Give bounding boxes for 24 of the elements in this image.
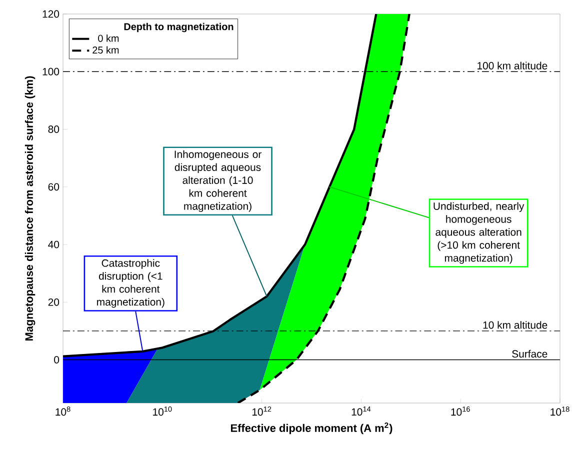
x-tick-label: 10$^{8}$ [56, 406, 70, 416]
annotation: Inhomogeneous or disrupted aqueous alteration (1-10 km coherent magnetization) [174, 150, 262, 212]
x-axis-title: Effective dipole moment (A m$^{2}$) [231, 422, 392, 434]
y-tick-label: 40 [48, 240, 60, 248]
x-tick-label: 10$^{10}$ [153, 406, 172, 416]
y-tick-label: 80 [48, 126, 60, 133]
y-tick-label: 60 [48, 183, 60, 191]
legend-label: 25 km [92, 46, 119, 54]
ref-line-label: Surface [512, 350, 548, 358]
y-tick-label: 0 [54, 356, 60, 364]
y-tick-label: 20 [48, 298, 60, 306]
ref-line-label: 10 km altitude [483, 321, 548, 329]
x-tick-label: 10$^{14}$ [352, 406, 371, 416]
x-tick-label: 10$^{12}$ [252, 406, 272, 416]
ref-line-label: 100 km altitude [478, 62, 548, 70]
x-tick-label: 10$^{18}$ [550, 406, 570, 416]
y-tick-label: 100 [42, 68, 60, 76]
annotation: Catastrophic disruption (<1 km coherent magnetization) [97, 259, 164, 308]
annotation: Undisturbed, nearly homogeneous aqueous alteration (>10 km coherent magnetization) [434, 202, 524, 264]
y-axis-title: Magnetopause distance from asteroid surface (km) [24, 76, 36, 341]
x-tick-label: 10$^{16}$ [451, 406, 470, 416]
y-tick-label: 120 [42, 10, 60, 18]
legend-label: 0 km [98, 34, 119, 42]
legend-title: Depth to magnetization [124, 22, 234, 32]
